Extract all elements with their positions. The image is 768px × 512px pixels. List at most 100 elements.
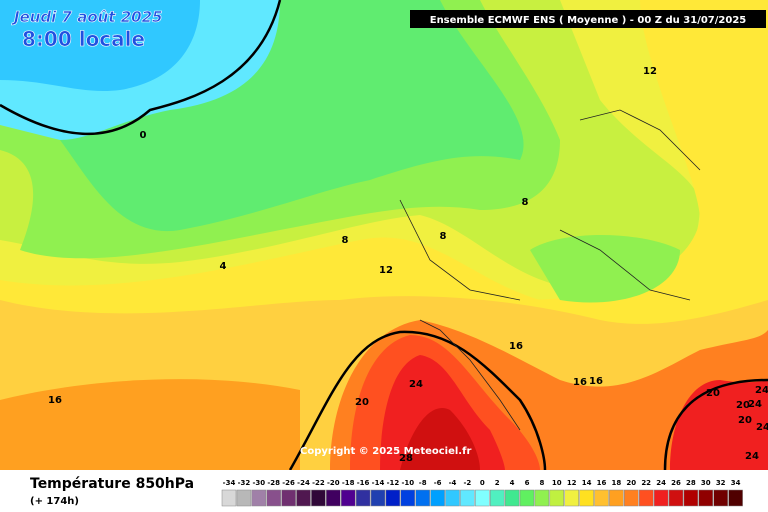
legend-swatch [251, 489, 267, 507]
isotherm-0 [0, 0, 282, 135]
legend-label: -32 [238, 479, 251, 487]
legend-swatch [355, 489, 371, 507]
legend-swatch [609, 489, 624, 507]
zone-central-europe [530, 235, 680, 303]
legend-swatch [713, 489, 728, 507]
contour-label: 16 [509, 341, 523, 352]
legend-swatch [266, 489, 281, 507]
legend-swatch [653, 489, 669, 507]
zone-26 [400, 408, 480, 470]
legend-label: 24 [656, 479, 666, 487]
contour-label: 20 [355, 397, 369, 408]
legend-label: -12 [387, 479, 400, 487]
legend-swatch [311, 489, 326, 507]
legend-label: 4 [510, 479, 515, 487]
legend-swatch [638, 489, 654, 507]
contour-label: 16 [573, 377, 587, 388]
legend-swatch [519, 489, 535, 507]
legend-swatch [296, 489, 311, 507]
legend-label: -16 [357, 479, 370, 487]
legend-swatch [236, 489, 252, 507]
legend-swatch [534, 489, 550, 507]
legend-label: 26 [671, 479, 681, 487]
legend-label: -6 [434, 479, 442, 487]
contour-label: 24 [756, 422, 768, 433]
legend-swatch [594, 489, 609, 507]
legend-label: 0 [480, 479, 485, 487]
legend-swatch [460, 489, 475, 507]
zone-minus-4 [0, 0, 200, 92]
zone-east-24 [670, 380, 768, 470]
legend-label: -2 [464, 479, 472, 487]
contour-label: 28 [399, 453, 413, 464]
contour-label: 16 [48, 395, 62, 406]
contour-label: 20 [736, 400, 750, 411]
contour-label: 24 [748, 399, 762, 410]
contour-label: 0 [140, 130, 147, 141]
legend-label: 28 [686, 479, 696, 487]
legend-label: -20 [327, 479, 340, 487]
legend-swatch [370, 489, 386, 507]
legend-swatch [475, 489, 490, 507]
legend-swatch [221, 489, 237, 507]
zone-east [520, 0, 768, 324]
legend-swatch [579, 489, 594, 507]
contour-label: 12 [379, 265, 393, 276]
legend-swatch [549, 489, 565, 507]
legend-label: -26 [282, 479, 295, 487]
legend-label: 22 [641, 479, 651, 487]
legend-label: -34 [223, 479, 236, 487]
isotherm-20 [288, 330, 547, 471]
legend-swatch [445, 489, 460, 507]
legend-label: -4 [449, 479, 457, 487]
legend-label: -10 [401, 479, 414, 487]
coastlines [399, 109, 701, 431]
legend-swatch [683, 489, 699, 507]
legend-swatch [430, 489, 445, 507]
copyright: Copyright © 2025 Meteociel.fr [300, 446, 471, 457]
legend-swatch [564, 489, 579, 507]
legend-label: 12 [567, 479, 577, 487]
legend-label: 34 [731, 479, 741, 487]
legend-label: 6 [525, 479, 530, 487]
legend-label: 30 [701, 479, 711, 487]
legend-swatch [624, 489, 639, 507]
legend-label: 2 [495, 479, 500, 487]
legend-label: 10 [552, 479, 562, 487]
legend-swatch [400, 489, 416, 507]
contour-label: 8 [342, 235, 349, 246]
isotherm-20-east [663, 378, 768, 471]
contour-label: 8 [522, 197, 529, 208]
legend-label: -28 [267, 479, 280, 487]
contour-label: 4 [220, 261, 227, 272]
legend-label: -18 [342, 479, 355, 487]
legend-swatch [728, 489, 743, 507]
legend-label: 18 [612, 479, 622, 487]
legend-swatch [489, 489, 505, 507]
legend-swatch [340, 489, 356, 507]
legend-swatch [668, 489, 684, 507]
legend-label: 16 [597, 479, 607, 487]
legend-swatch [504, 489, 520, 507]
legend-label: -14 [372, 479, 385, 487]
footer-title: Température 850hPa [30, 476, 194, 492]
forecast-time: 8:00 locale [22, 27, 145, 51]
contour-label: 12 [643, 66, 657, 77]
contour-label: 16 [589, 376, 603, 387]
zone-18 [0, 379, 300, 470]
legend-swatch [415, 489, 430, 507]
contour-label: 24 [409, 379, 423, 390]
header-box [410, 10, 766, 28]
contour-label: 24 [745, 451, 759, 462]
contour-label: 8 [440, 231, 447, 242]
legend-swatch [385, 489, 401, 507]
model-info: Ensemble ECMWF ENS ( Moyenne ) - 00 Z du… [430, 15, 747, 26]
legend-label: 14 [582, 479, 592, 487]
legend-label: -30 [252, 479, 265, 487]
contour-label: 24 [755, 385, 768, 396]
legend-label: -24 [297, 479, 310, 487]
forecast-date: Jeudi 7 août 2025 [11, 8, 162, 26]
legend-label: 20 [626, 479, 636, 487]
